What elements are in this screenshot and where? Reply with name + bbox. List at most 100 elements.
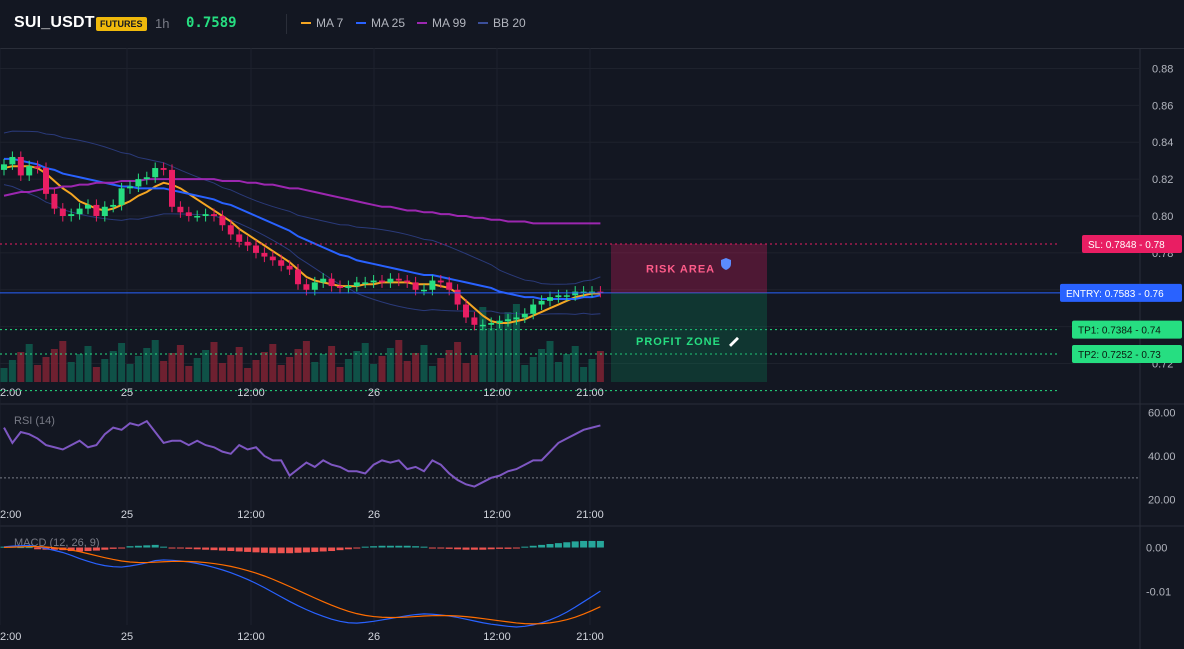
volume-bar <box>277 365 285 382</box>
candle-body <box>17 156 24 176</box>
candle-body <box>303 284 310 290</box>
macd-histogram-bar <box>302 547 310 553</box>
symbol-label[interactable]: SUI_USDT <box>14 14 95 31</box>
bb-lower-line <box>3 184 601 315</box>
volume-bar <box>437 358 445 382</box>
volume-bar <box>101 359 109 382</box>
legend-ma99[interactable]: MA 99 <box>417 16 466 30</box>
entry-price-tag: ENTRY: 0.7583 - 0.76 <box>1060 283 1182 302</box>
candle-body <box>446 282 453 290</box>
entry-tag-bg <box>1060 283 1182 302</box>
volume-bar <box>588 359 596 382</box>
volume-bar <box>59 341 67 382</box>
candle-body <box>463 304 469 318</box>
rsi-title: RSI (14) <box>14 415 55 427</box>
macd-histogram-bar <box>176 547 184 549</box>
volume-bar <box>210 342 218 382</box>
candle-body <box>387 278 394 283</box>
volume-bar <box>344 359 352 382</box>
legend-ma25[interactable]: MA 25 <box>356 16 405 30</box>
volume-bar <box>109 351 117 382</box>
macd-histogram-bar <box>512 547 520 549</box>
candle-body <box>101 206 108 216</box>
candle-body <box>580 291 587 294</box>
candle-body <box>76 208 83 215</box>
candle-body <box>538 300 545 305</box>
volume-bar <box>445 350 453 382</box>
macd-histogram-bar <box>554 543 562 548</box>
macd-histogram-bar <box>202 547 210 550</box>
candle-body <box>286 265 293 270</box>
macd-histogram-bar <box>319 547 327 552</box>
macd-histogram-bar <box>109 547 117 549</box>
macd-tick-label: 0.00 <box>1146 543 1167 555</box>
macd-histogram-bar <box>571 541 579 548</box>
volume-bar <box>479 307 487 382</box>
macd-histogram-bar <box>134 545 142 548</box>
macd-histogram-bar <box>361 546 369 548</box>
macd-histogram-bar <box>126 546 134 548</box>
candle-body <box>261 252 268 257</box>
macd-histogram-bar <box>454 547 462 550</box>
legend-ma99-label: MA 99 <box>432 16 467 30</box>
candle-body <box>227 225 234 235</box>
volume-bar <box>160 361 168 382</box>
volume-bar <box>84 346 92 382</box>
candle-body <box>429 280 436 290</box>
candle-body <box>118 188 125 205</box>
time-tick-label: 25 <box>121 631 133 643</box>
candle-body <box>547 297 553 301</box>
header-divider <box>286 14 287 34</box>
legend-ma7[interactable]: MA 7 <box>301 16 343 30</box>
sl-price-tag: SL: 0.7848 - 0.78 <box>1082 235 1182 254</box>
candle-body <box>278 260 285 266</box>
candle-body <box>43 168 49 194</box>
candle-body <box>34 166 41 169</box>
price-tick-label: 0.88 <box>1152 63 1173 75</box>
volume-bar <box>25 344 33 382</box>
macd-histogram-bar <box>588 540 596 548</box>
candle-body <box>93 204 100 216</box>
rsi-line <box>3 419 601 488</box>
candle-body <box>202 214 209 216</box>
volume-bar <box>76 354 84 382</box>
volume-bar <box>185 366 193 382</box>
risk-area-zone <box>611 244 767 293</box>
volume-bar <box>571 346 579 382</box>
volume-bar <box>580 367 588 382</box>
macd-histogram-bar <box>521 546 529 548</box>
candle-body <box>412 282 419 290</box>
legend-bb20[interactable]: BB 20 <box>478 16 526 30</box>
timeframe-label[interactable]: 1h <box>155 16 170 31</box>
volume-bar <box>302 341 310 382</box>
volume-bar <box>504 312 512 382</box>
candle-body <box>135 179 142 187</box>
macd-histogram-bar <box>529 545 537 548</box>
candle-body <box>555 295 562 298</box>
volume-bar <box>412 353 420 382</box>
volume-bar <box>512 304 520 382</box>
volume-bar <box>454 342 462 382</box>
candle-body <box>505 319 511 322</box>
time-tick-label: 25 <box>121 387 133 399</box>
volume-bar <box>420 345 428 382</box>
tp2-tag-bg <box>1072 344 1182 363</box>
time-tick-label: 21:00 <box>576 387 604 399</box>
rsi-tick-label: 40.00 <box>1148 451 1176 463</box>
macd-histogram-bar <box>403 545 411 548</box>
macd-histogram-bar <box>428 547 436 549</box>
volume-bar <box>294 349 302 382</box>
candle-body <box>496 321 503 323</box>
macd-histogram-bar <box>34 547 42 550</box>
macd-histogram-bar <box>294 547 302 553</box>
candle-body <box>337 286 343 288</box>
candle-body <box>597 291 604 294</box>
time-tick-label: 12:00 <box>237 509 265 521</box>
macd-histogram-bar <box>277 547 285 554</box>
volume-bar <box>252 360 260 382</box>
macd-histogram-bar <box>496 547 504 549</box>
volume-bar <box>17 352 25 382</box>
candle-body <box>152 168 159 178</box>
macd-line <box>3 544 601 628</box>
